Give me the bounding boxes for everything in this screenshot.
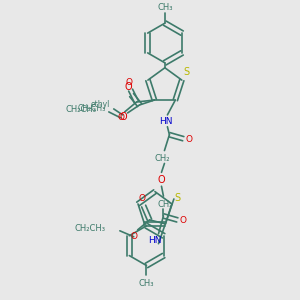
Text: ethyl: ethyl (90, 100, 110, 109)
Text: CH₂CH₃: CH₂CH₃ (66, 105, 97, 114)
Text: CH₂CH₃: CH₂CH₃ (75, 224, 106, 233)
Text: O: O (125, 82, 132, 92)
Text: O: O (138, 194, 145, 202)
Text: S: S (183, 67, 189, 77)
Text: CH₃: CH₃ (157, 3, 172, 12)
Text: CH₂CH₃: CH₂CH₃ (78, 104, 106, 113)
Text: CH₂: CH₂ (158, 200, 173, 208)
Text: O: O (186, 135, 193, 144)
Text: CH₃: CH₃ (139, 279, 154, 288)
Text: O: O (180, 216, 187, 225)
Text: O: O (158, 175, 165, 185)
Text: HN: HN (159, 117, 172, 126)
Text: O: O (117, 113, 124, 122)
Text: HN: HN (148, 236, 161, 245)
Text: O: O (125, 78, 132, 87)
Text: CH₂: CH₂ (155, 154, 170, 163)
Text: O: O (120, 112, 127, 122)
Text: O: O (130, 232, 137, 241)
Text: S: S (174, 193, 180, 203)
